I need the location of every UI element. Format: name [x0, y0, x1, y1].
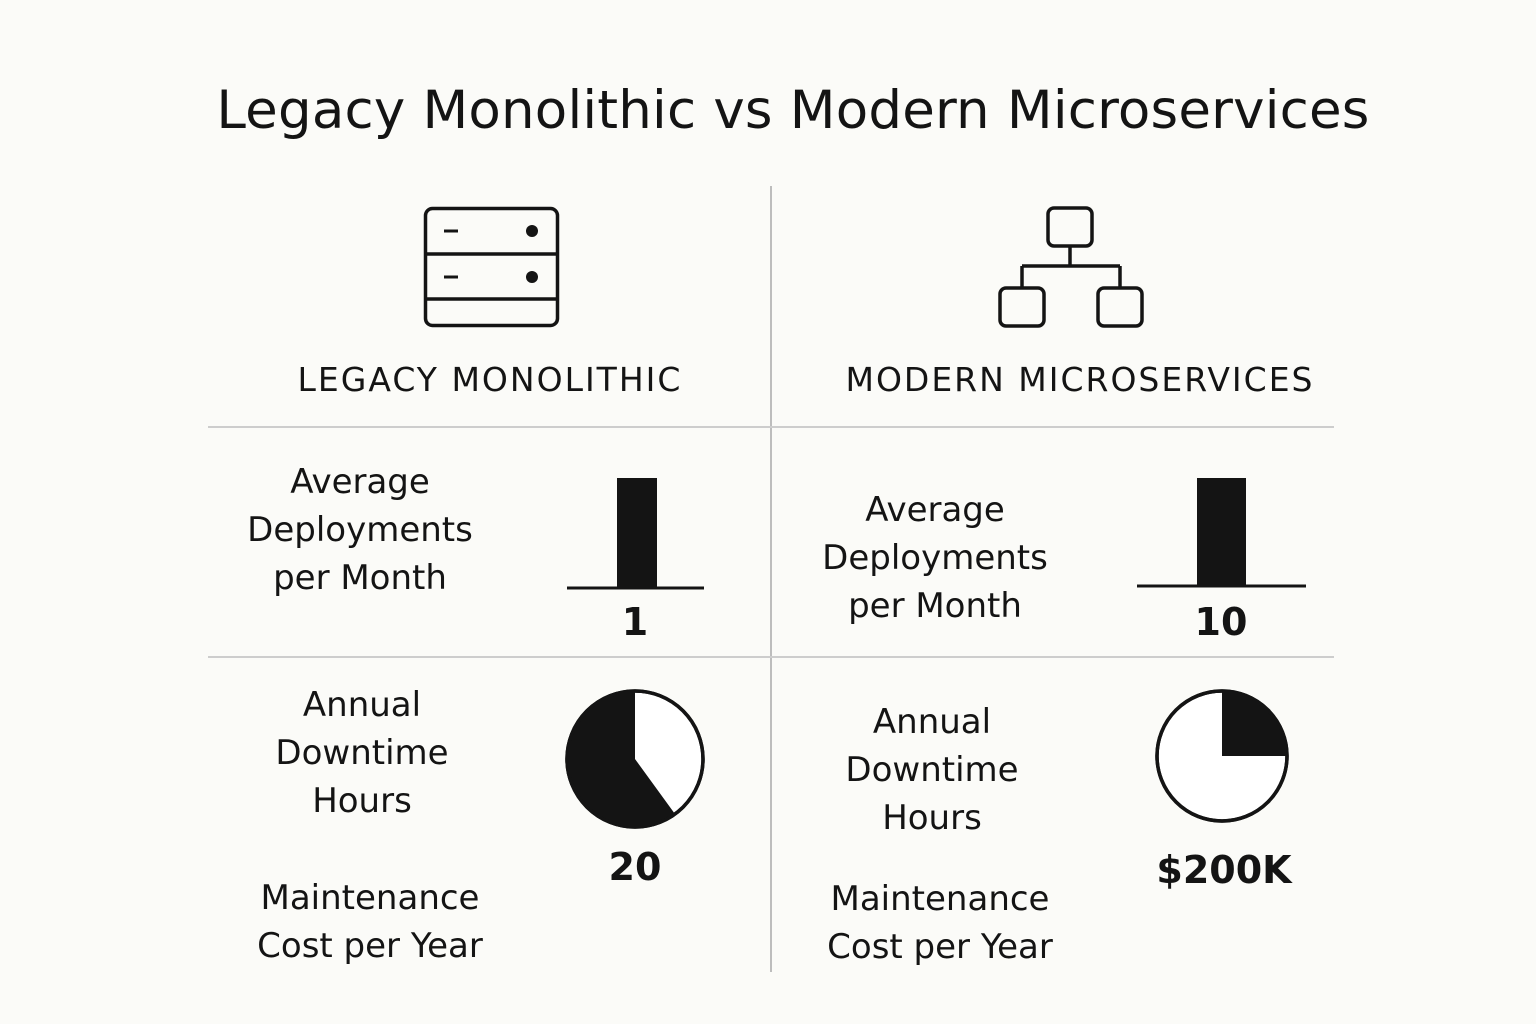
column-heading-modern: MODERN MICROSERVICES: [845, 360, 1315, 399]
server-icon: [423, 206, 560, 328]
deployments-bar-legacy: [567, 478, 704, 590]
downtime-label-legacy: Annual Downtime Hours: [275, 685, 449, 821]
downtime-pie-legacy: [565, 689, 705, 829]
column-divider: [770, 186, 772, 972]
row-divider-2: [208, 656, 1334, 658]
downtime-value-modern: $200K: [1156, 848, 1292, 892]
downtime-pie-slice-legacy: [567, 691, 675, 827]
downtime-pie-modern: [1155, 689, 1289, 823]
deployments-bar-mark-modern: [1197, 478, 1246, 586]
downtime-value-legacy: 20: [608, 845, 662, 889]
downtime-label-modern: Annual Downtime Hours: [845, 702, 1019, 838]
deployments-value-modern: 10: [1194, 600, 1248, 644]
downtime-pie-slice-modern: [1222, 691, 1287, 756]
deployments-label-modern: Average Deployments per Month: [822, 490, 1048, 626]
row-divider-1: [208, 426, 1334, 428]
network-hierarchy-icon: [998, 206, 1144, 328]
maintenance-label-modern: Maintenance Cost per Year: [827, 879, 1053, 967]
deployments-bar-modern: [1137, 478, 1306, 588]
deployments-value-legacy: 1: [621, 600, 649, 644]
maintenance-label-legacy: Maintenance Cost per Year: [257, 878, 483, 966]
column-heading-legacy: LEGACY MONOLITHIC: [297, 360, 683, 399]
deployments-bar-mark-legacy: [617, 478, 657, 588]
page-title: Legacy Monolithic vs Modern Microservice…: [216, 80, 1370, 141]
deployments-label-legacy: Average Deployments per Month: [247, 462, 473, 598]
